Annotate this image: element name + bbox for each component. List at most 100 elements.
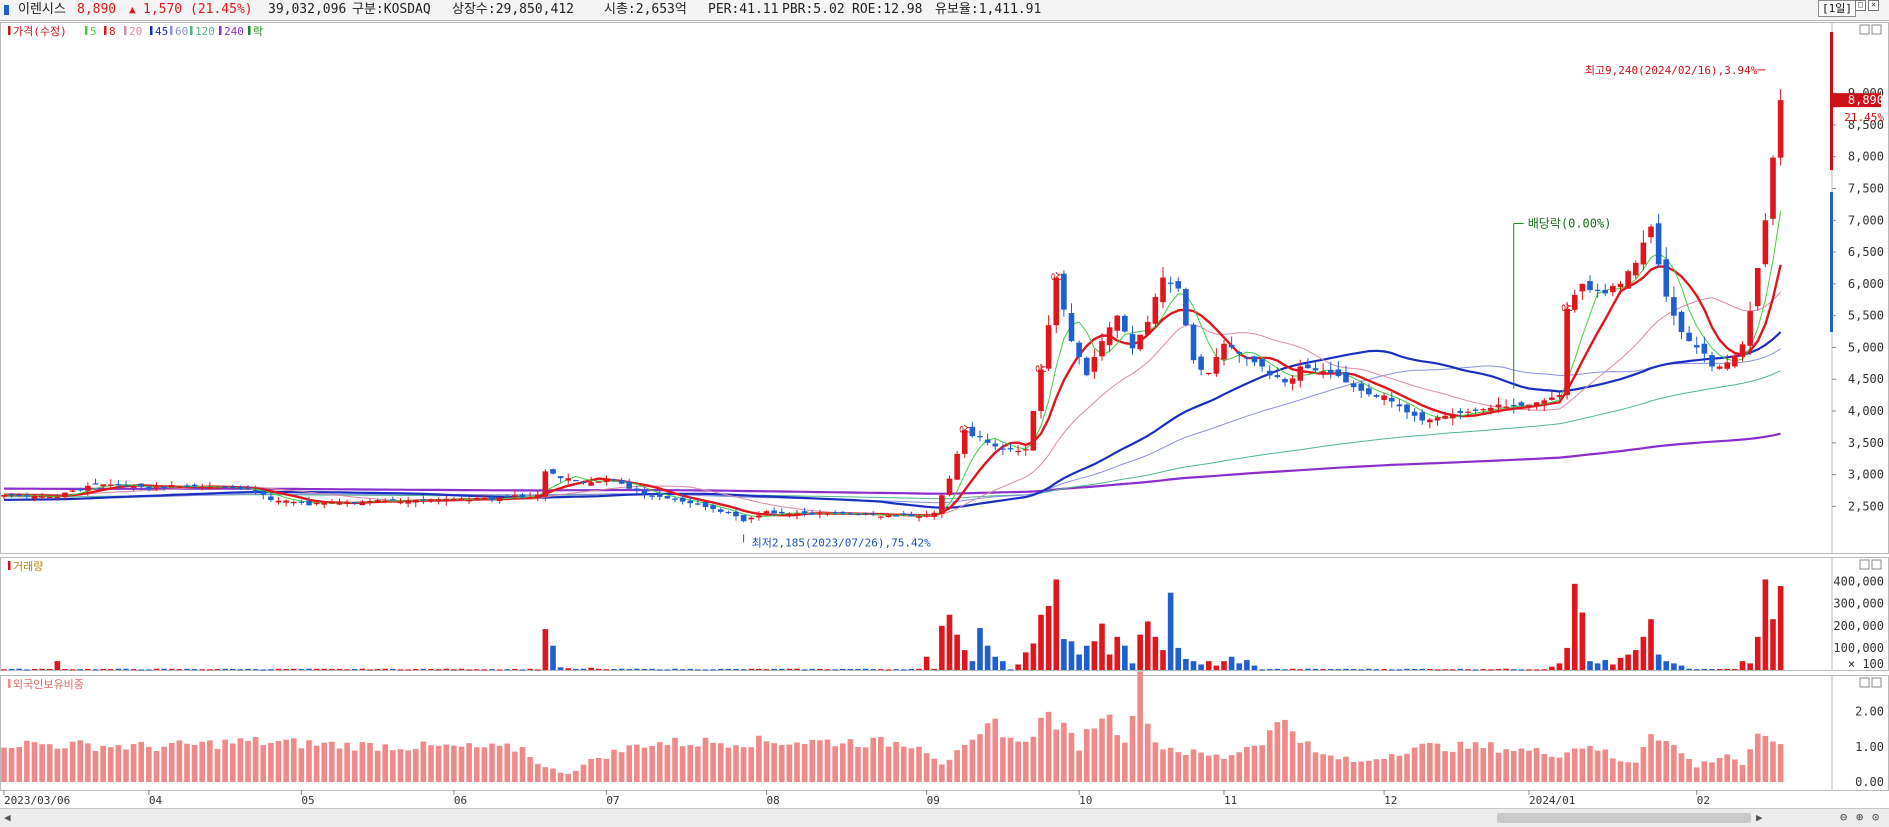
price-candle (1579, 283, 1586, 300)
volume-bar (39, 668, 45, 670)
candle-body (1571, 295, 1578, 310)
foreign-ownership-bar (1015, 741, 1021, 782)
window-restore-button[interactable]: □ (1855, 0, 1866, 11)
price-candle (1205, 372, 1212, 376)
candle-body (138, 483, 145, 487)
candle-body (748, 517, 755, 520)
candle-body (923, 515, 930, 517)
pane-close-button-0[interactable] (1871, 24, 1882, 35)
volume-bar (168, 668, 175, 670)
candle-body (1381, 395, 1387, 401)
volume-tick-label: 300,000 (1833, 597, 1884, 611)
pane-close-button-1[interactable] (1871, 559, 1882, 570)
foreign-ownership-bar (451, 745, 457, 782)
candle-body (1373, 395, 1380, 397)
pane-restore-button-2[interactable] (1859, 677, 1870, 688)
volume-bar (24, 669, 30, 671)
foreign-ownership-bar (1503, 749, 1509, 782)
volume-bar (1053, 579, 1060, 670)
volume-bar (1366, 668, 1372, 670)
price-candle (390, 496, 396, 501)
foreign-ownership-bar (748, 747, 755, 782)
foreign-ownership-bar (878, 736, 884, 782)
volume-bar (893, 669, 899, 671)
candle-body (1518, 402, 1525, 406)
candle-body (740, 514, 747, 522)
foreign-ownership-bar (1724, 754, 1731, 782)
chart-scrollbar[interactable]: ◀ ▶ ⊖ ⊕ ⊙ (0, 808, 1889, 827)
candle-body (504, 495, 511, 498)
pbr-value: PBR:5.02 (782, 2, 845, 17)
price-candle (146, 485, 152, 492)
foreign-ownership-bar (1571, 748, 1578, 782)
volume-bar (1358, 669, 1365, 671)
price-candle (588, 476, 594, 486)
scroll-right-icon[interactable]: ▶ (1756, 811, 1763, 824)
legend-label: 8 (109, 25, 116, 38)
price-candle (565, 473, 572, 485)
zoom-in-icon[interactable]: ⊕ (1856, 810, 1864, 824)
volume-bar (69, 669, 76, 671)
foreign-ownership-bar (39, 744, 45, 782)
volume-bar (870, 669, 877, 671)
pane-restore-button-0[interactable] (1859, 24, 1870, 35)
price-candle (359, 500, 366, 506)
price-candle (809, 510, 816, 515)
price-candle (847, 512, 854, 515)
foreign-ownership-bar (1, 747, 7, 782)
volume-bar (1251, 665, 1258, 670)
price-tick-label: 8,500 (1848, 118, 1884, 132)
volume-bar (1175, 647, 1182, 670)
candle-body (527, 497, 533, 499)
volume-bar (740, 669, 747, 671)
foreign-ownership-bar (1335, 759, 1342, 782)
stock-name[interactable]: 이렌시스 (18, 2, 66, 17)
price-candle (1480, 407, 1487, 414)
foreign-ownership-bar (679, 746, 686, 782)
foreign-ownership-bar (24, 740, 30, 782)
candle-body (1732, 355, 1738, 367)
window-close-button[interactable]: × (1868, 0, 1879, 11)
candle-body (268, 496, 274, 501)
foreign-ownership-bar (588, 759, 594, 782)
volume-bar (1762, 579, 1769, 670)
price-candle (1312, 361, 1319, 373)
chart-area[interactable]: 2,500 3,000 3,500 4,000 4,500 5,000 5,500 6,000… (0, 20, 1889, 808)
candle-body (1770, 157, 1776, 219)
volume-bar (977, 628, 983, 670)
volume-bar (77, 669, 84, 671)
candle-body (733, 511, 739, 517)
foreign-ownership-bar (1762, 735, 1769, 782)
pane-close-button-2[interactable] (1871, 677, 1882, 688)
volume-bar (466, 669, 472, 671)
candle-body (1007, 448, 1014, 450)
price-candle (1434, 415, 1441, 426)
scroll-left-icon[interactable]: ◀ (4, 811, 11, 824)
foreign-ownership-bar (817, 740, 823, 782)
volume-bar (1289, 668, 1296, 670)
price-candle (969, 422, 976, 438)
pane-restore-button-1[interactable] (1859, 559, 1870, 570)
foreign-ownership-bar (832, 746, 838, 782)
scroll-thumb[interactable] (1497, 813, 1751, 823)
period-selector-button[interactable]: [1일] (1818, 0, 1856, 17)
candle-body (92, 483, 99, 485)
foreign-ownership-bar (1564, 752, 1570, 782)
volume-bar (1015, 664, 1021, 670)
volume-bar (62, 668, 68, 670)
candle-body (595, 481, 602, 483)
volume-bar (984, 645, 991, 670)
zoom-reset-icon[interactable]: ⊙ (1872, 810, 1880, 824)
price-candle (1305, 358, 1311, 369)
price-candle (1213, 348, 1220, 377)
foreign-ownership-bar (977, 734, 983, 782)
volume-bar (199, 669, 206, 671)
foreign-ownership-bar (69, 741, 76, 782)
high-price-annotation: 최고9,240(2024/02/16),3.94% (1585, 64, 1758, 77)
price-candle (1526, 404, 1532, 412)
foreign-ownership-bar (1007, 737, 1014, 782)
zoom-out-icon[interactable]: ⊖ (1840, 810, 1848, 824)
candle-body (1061, 273, 1067, 310)
foreign-ownership-bar (1213, 754, 1220, 782)
volume-bar (1312, 668, 1319, 670)
